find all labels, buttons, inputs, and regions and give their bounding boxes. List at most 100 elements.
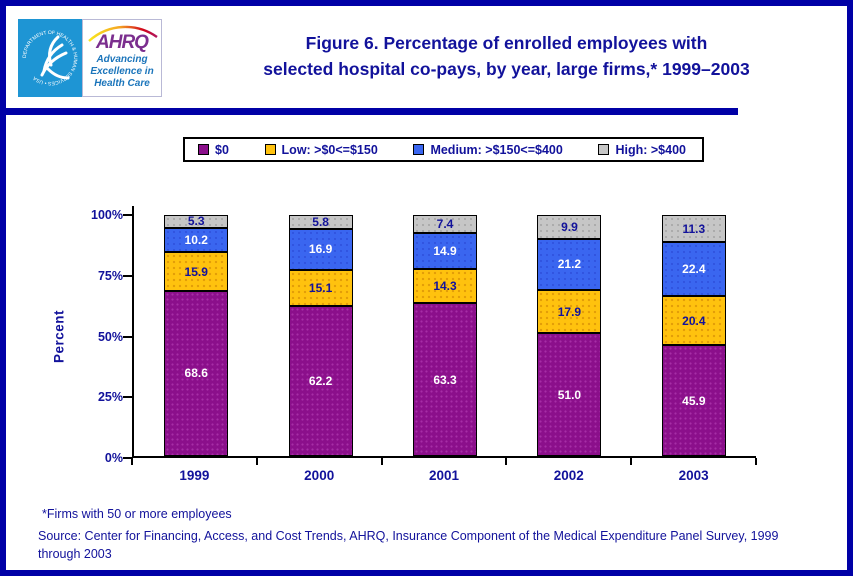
bar-segment: 63.3	[413, 303, 478, 456]
bar-value-label: 45.9	[682, 393, 706, 408]
bar-value-label: 15.9	[184, 264, 208, 279]
bar-slot: 63.3 14.3 14.9 7.4	[383, 215, 507, 456]
y-tick-mark	[123, 335, 132, 338]
bar-segment: 15.1	[288, 269, 353, 307]
legend-label: High: >$400	[615, 142, 686, 157]
y-tick-mark	[123, 214, 132, 216]
bar-value-label: 5.8	[312, 215, 329, 230]
bar-value-label: 11.3	[682, 221, 706, 236]
y-tick-mark	[123, 457, 132, 459]
y-axis-title: Percent	[51, 309, 67, 364]
y-axis-extension	[132, 206, 134, 215]
y-tick-mark	[123, 274, 132, 277]
bar-slot: 45.9 20.4 22.4 11.3	[632, 215, 756, 456]
bar-value-label: 63.3	[433, 372, 457, 387]
chart-legend: $0 Low: >$0<=$150 Medium: >$150<=$400 High:…	[183, 137, 704, 162]
legend-item: Medium: >$150<=$400	[413, 142, 563, 157]
legend-item: High: >$400	[598, 143, 686, 157]
bar-slot: 68.6 15.9 10.2 5.3	[134, 215, 258, 456]
hhs-ahrq-logo: DEPARTMENT OF HEALTH & HUMAN SERVICES • …	[18, 19, 162, 97]
plot-area: 68.6 15.9 10.2 5.3 62.2 15.1 16.9 5.8 63.3 14.3 14…	[132, 206, 756, 458]
x-axis-labels: 1999 2000 2001 2002 2003	[132, 468, 756, 483]
bar-segment: 21.2	[537, 238, 602, 290]
x-axis-label: 1999	[179, 468, 210, 483]
bar-value-label: 20.4	[682, 313, 706, 328]
legend-item: $0	[198, 143, 229, 157]
y-tick-label: 100%	[91, 208, 123, 222]
legend-swatch-icon	[264, 144, 276, 155]
stacked-bar-2003: 45.9 20.4 22.4 11.3	[661, 215, 726, 456]
y-tick-label: 50%	[97, 329, 123, 344]
header-divider	[6, 108, 738, 115]
x-tick-mark	[755, 458, 757, 465]
ahrq-tagline: Advancing Excellence in Health Care	[90, 54, 154, 89]
bar-segment: 51.0	[537, 333, 602, 456]
bar-value-label: 51.0	[557, 387, 582, 402]
bar-slot: 62.2 15.1 16.9 5.8	[258, 215, 382, 456]
source-note: Source: Center for Financing, Access, an…	[38, 529, 779, 561]
bar-segment: 7.4	[413, 215, 478, 234]
bar-value-label: 10.2	[184, 233, 208, 248]
legend-label: Low: >$0<=$150	[281, 142, 378, 157]
bar-segment: 16.9	[288, 229, 353, 270]
legend-swatch-icon	[598, 144, 610, 155]
x-tick-mark	[630, 458, 633, 465]
ahrq-logo: AHRQ Advancing Excellence in Health Care	[82, 19, 162, 97]
legend-swatch-icon	[413, 144, 425, 155]
bar-value-label: 15.1	[308, 280, 333, 295]
bar-value-label: 9.9	[561, 219, 578, 234]
bar-segment: 15.9	[164, 252, 229, 291]
legend-swatch-icon	[198, 144, 209, 155]
bar-segment: 62.2	[288, 306, 353, 456]
footnote-asterisk: *Firms with 50 or more employees	[42, 507, 232, 521]
x-axis-label: 2000	[304, 468, 335, 483]
bar-value-label: 21.2	[557, 257, 582, 272]
x-tick-mark	[380, 458, 383, 465]
bar-value-label: 62.2	[308, 374, 333, 389]
rainbow-arc-icon	[88, 25, 158, 42]
x-tick-mark	[131, 458, 133, 465]
legend-label: $0	[215, 142, 229, 157]
legend-label: Medium: >$150<=$400	[430, 142, 563, 157]
bar-value-label: 14.3	[433, 279, 457, 294]
x-axis-label: 2003	[678, 468, 709, 483]
bar-slot: 51.0 17.9 21.2 9.9	[507, 215, 631, 456]
bar-segment: 5.3	[164, 214, 229, 229]
bar-value-label: 68.6	[184, 366, 208, 381]
bar-segment: 14.3	[413, 269, 478, 304]
figure-title: Figure 6. Percentage of enrolled employe…	[263, 33, 750, 80]
bar-value-label: 22.4	[682, 262, 706, 277]
x-axis-label: 2002	[553, 468, 584, 483]
y-tick-label: 75%	[97, 268, 123, 283]
bar-segment: 45.9	[661, 345, 726, 456]
bar-segment: 14.9	[413, 233, 478, 269]
stacked-bar-1999: 68.6 15.9 10.2 5.3	[164, 214, 229, 456]
bar-value-label: 5.3	[187, 214, 205, 229]
bar-segment: 17.9	[537, 289, 602, 334]
stacked-bar-2001: 63.3 14.3 14.9 7.4	[413, 215, 478, 456]
bar-segment: 10.2	[164, 227, 229, 253]
bar-value-label: 7.4	[436, 217, 454, 232]
bar-value-label: 14.9	[433, 244, 457, 259]
legend-item: Low: >$0<=$150	[264, 142, 378, 157]
x-tick-mark	[505, 458, 508, 465]
bar-segment: 22.4	[661, 242, 726, 297]
bar-segment: 9.9	[537, 215, 602, 239]
x-tick-mark	[255, 458, 258, 465]
ahrq-acronym: AHRQ	[96, 32, 149, 53]
bar-segment: 68.6	[164, 290, 229, 456]
hhs-seal: DEPARTMENT OF HEALTH & HUMAN SERVICES • …	[18, 19, 82, 97]
stacked-bar-2002: 51.0 17.9 21.2 9.9	[537, 215, 602, 456]
bar-segment: 20.4	[661, 296, 726, 346]
stacked-bar-2000: 62.2 15.1 16.9 5.8	[288, 215, 353, 456]
x-axis-label: 2001	[428, 468, 460, 483]
bar-segment: 11.3	[661, 215, 726, 243]
chart-area: Percent 68.6 15.9 10.2 5.3 62.2 15.1 16.9 5.8 63…	[6, 6, 847, 570]
bar-segment: 5.8	[288, 215, 353, 230]
y-tick-label: 0%	[104, 451, 123, 465]
y-tick-label: 25%	[97, 390, 123, 405]
bar-value-label: 16.9	[308, 242, 333, 257]
y-tick-mark	[123, 396, 132, 399]
hhs-eagle-icon: DEPARTMENT OF HEALTH & HUMAN SERVICES • …	[22, 30, 78, 86]
